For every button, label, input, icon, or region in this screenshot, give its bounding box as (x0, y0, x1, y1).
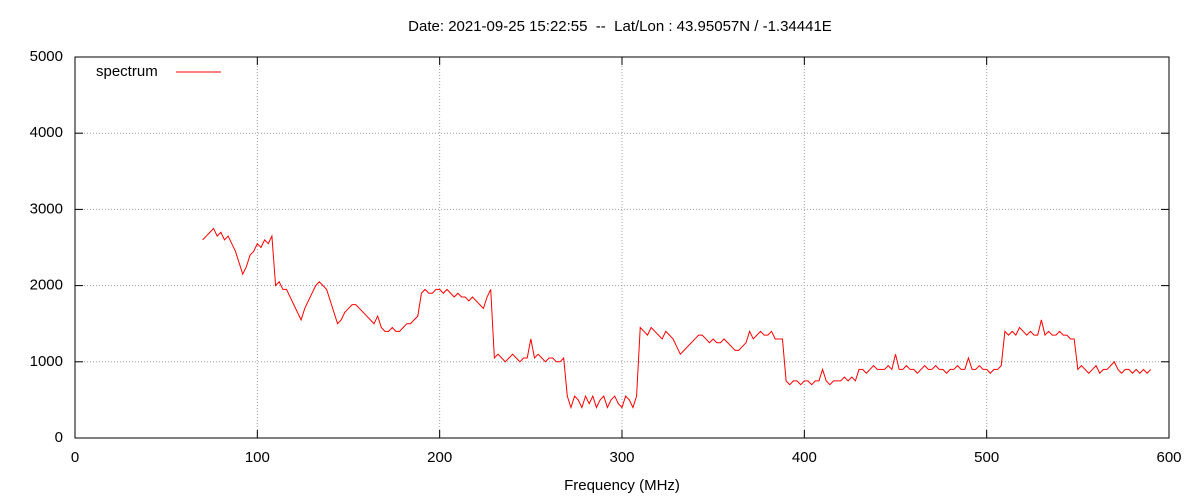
x-tick-label: 200 (427, 449, 452, 466)
legend-label: spectrum (96, 63, 158, 80)
data-line (202, 227, 1152, 410)
plot-frame (74, 56, 1170, 439)
x-tick-label: 0 (71, 449, 79, 466)
y-tick-label: 1000 (30, 353, 63, 370)
x-tick-label: 300 (609, 449, 634, 466)
y-tick-label: 5000 (30, 48, 63, 65)
y-tick-label: 2000 (30, 277, 63, 294)
x-axis-label: Frequency (MHz) (564, 477, 680, 494)
y-tick-label: 4000 (30, 124, 63, 141)
y-tick-label: 0 (55, 429, 63, 446)
y-tick-label: 3000 (30, 200, 63, 217)
x-tick-label: 500 (974, 449, 999, 466)
x-tick-label: 100 (245, 449, 270, 466)
chart-title: Date: 2021-09-25 15:22:55 -- Lat/Lon : 4… (408, 18, 832, 35)
x-tick-label: 400 (792, 449, 817, 466)
x-tick-label: 600 (1156, 449, 1181, 466)
